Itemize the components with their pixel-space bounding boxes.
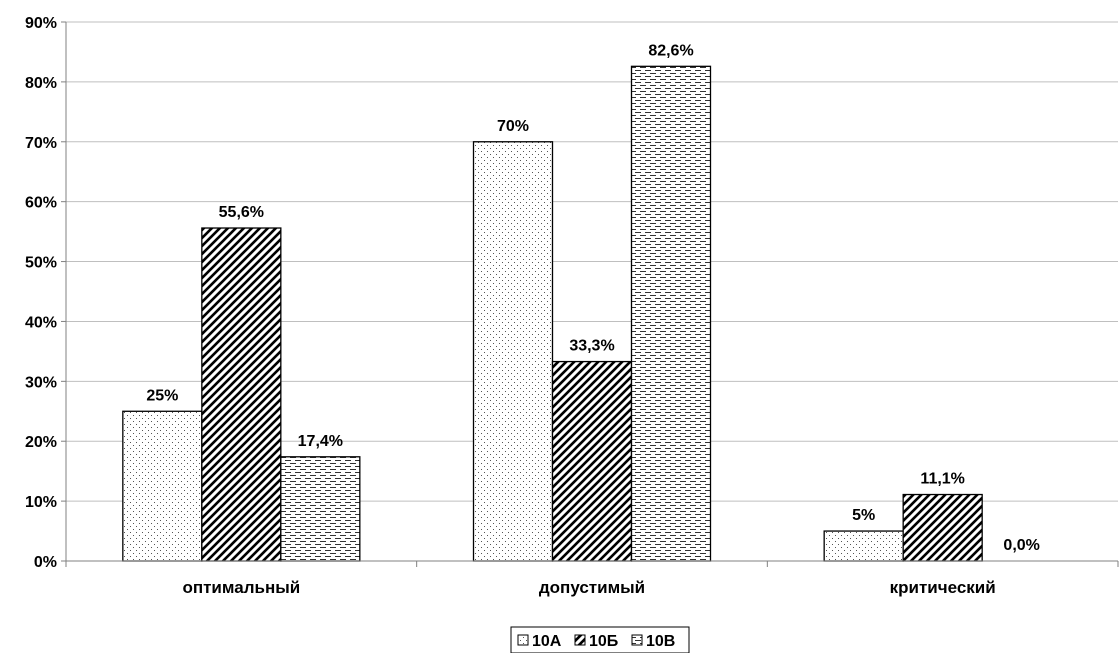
x-category-label: критический — [890, 578, 996, 597]
bar-10Б-допустимый — [551, 360, 633, 562]
data-label: 70% — [497, 118, 529, 135]
y-tick-label: 10% — [25, 494, 57, 511]
legend-label: 10В — [646, 633, 675, 650]
bar-10А-допустимый — [472, 141, 554, 562]
data-label: 11,1% — [920, 471, 964, 488]
y-tick-label: 20% — [25, 434, 57, 451]
bar-10А-критический — [823, 530, 904, 562]
y-tick-label: 40% — [25, 314, 57, 331]
legend-label: 10А — [532, 633, 562, 650]
data-label: 0,0% — [1003, 537, 1039, 554]
data-label: 25% — [146, 387, 178, 404]
bar-10В-допустимый — [630, 65, 712, 562]
x-axis: оптимальный допустимый критический — [65, 560, 1119, 597]
data-label: 82,6% — [648, 42, 693, 59]
data-label: 17,4% — [298, 433, 343, 450]
bars — [122, 65, 983, 562]
data-label: 5% — [852, 507, 875, 524]
y-tick-label: 50% — [25, 255, 57, 272]
x-category-label: оптимальный — [182, 578, 300, 597]
y-tick-label: 90% — [25, 15, 57, 32]
legend-box — [510, 626, 690, 653]
y-tick-label: 70% — [25, 135, 57, 152]
legend-swatch — [631, 634, 643, 646]
legend: 10А 10Б 10В — [510, 626, 690, 653]
y-tick-label: 0% — [34, 554, 57, 571]
data-label: 33,3% — [569, 338, 614, 355]
data-label: 55,6% — [219, 204, 264, 221]
legend-label: 10Б — [589, 633, 618, 650]
x-category-label: допустимый — [539, 578, 645, 597]
bar-10А-оптимальный — [122, 410, 203, 562]
legend-swatch — [574, 634, 586, 646]
bar-10В-оптимальный — [280, 456, 361, 562]
y-tick-label: 80% — [25, 75, 57, 92]
legend-swatch — [517, 634, 529, 646]
y-tick-label: 30% — [25, 374, 57, 391]
bar-10Б-критический — [902, 493, 983, 562]
bar-10Б-оптимальный — [201, 227, 282, 562]
y-axis: 0% 10% 20% 30% 40% 50% 60% 70% 80% 90% — [25, 15, 67, 571]
y-tick-label: 60% — [25, 195, 57, 212]
data-labels: 25% 55,6% 17,4% 70% 33,3% 82,6% 5% 11,1% 0,0% — [146, 42, 1040, 554]
